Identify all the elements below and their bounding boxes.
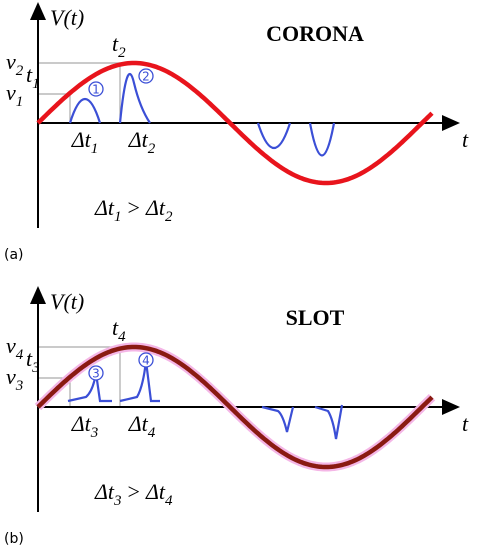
delta-label-base: Δt <box>71 411 92 436</box>
x-axis-label: t <box>462 127 469 152</box>
delta-label-base: Δt <box>128 127 149 152</box>
x-axis-label: t <box>462 411 469 436</box>
time-label-sub: 3 <box>31 360 40 376</box>
discharge-pulse <box>261 405 295 433</box>
delta-label-sub: 3 <box>90 425 99 441</box>
level-label-sub: 1 <box>16 94 24 110</box>
level-label-base: v <box>6 364 16 389</box>
pulse-id-circle <box>138 352 154 368</box>
delta-label: Δt3 <box>71 411 99 441</box>
pulse-id: 2 <box>142 70 150 84</box>
delta-label: Δt2 <box>128 127 156 157</box>
discharge-pulse <box>314 404 344 440</box>
discharge-pulse <box>118 72 151 124</box>
time-label: t4 <box>112 315 126 345</box>
level-label-base: v <box>6 49 16 74</box>
level-label-sub: 4 <box>16 347 24 363</box>
delta-label: Δt4 <box>128 411 156 441</box>
relation: Δt1 > Δt2 <box>94 195 173 225</box>
y-axis-label: V(t) <box>50 289 84 314</box>
level-label-sub: 2 <box>16 63 24 79</box>
time-label: t3 <box>26 346 40 376</box>
discharge-pulse <box>256 122 292 149</box>
relation-left-sub: 3 <box>113 493 122 509</box>
pulse-id: 1 <box>92 83 100 97</box>
relation-op: > <box>128 195 140 220</box>
time-label: t2 <box>112 31 126 61</box>
delta-label: Δt1 <box>71 127 99 157</box>
discharge-pulse <box>308 122 336 157</box>
time-label: t1 <box>26 62 40 92</box>
relation-right: Δt <box>145 479 166 504</box>
time-label-sub: 2 <box>118 45 126 61</box>
discharge-pulse <box>119 360 160 403</box>
panel-label: (b) <box>4 531 24 547</box>
pulse-id: 4 <box>142 354 150 368</box>
voltage-curve <box>36 60 434 186</box>
panel-title: SLOT <box>286 305 345 330</box>
time-label-sub: 4 <box>118 329 126 345</box>
delta-label-base: Δt <box>128 411 149 436</box>
y-axis-label: V(t) <box>50 5 84 30</box>
relation-right-sub: 2 <box>165 209 173 225</box>
delta-label-sub: 1 <box>91 141 99 157</box>
level-label: v2 <box>6 49 24 79</box>
relation-left-sub: 1 <box>114 209 122 225</box>
discharge-pulse <box>68 98 102 124</box>
relation-op: > <box>128 479 140 504</box>
voltage-curve <box>36 344 434 470</box>
time-label-base: t <box>112 31 119 56</box>
level-label-base: v <box>6 80 16 105</box>
level-label: v4 <box>6 333 24 363</box>
relation: Δt3 > Δt4 <box>94 479 173 509</box>
relation-right-sub: 4 <box>165 493 173 509</box>
time-label-sub: 1 <box>32 76 40 92</box>
time-label-base: t <box>112 315 119 340</box>
time-label-base: t <box>26 62 33 87</box>
level-label-base: v <box>6 333 16 358</box>
delta-label-sub: 4 <box>148 425 156 441</box>
level-label-sub: 3 <box>15 378 24 394</box>
level-label: v1 <box>6 80 23 110</box>
pulse-id-circle <box>88 365 104 381</box>
delta-label-sub: 2 <box>148 141 156 157</box>
delta-label-base: Δt <box>71 127 92 152</box>
time-label-base: t <box>26 346 33 371</box>
pulse-id-circle <box>138 68 154 84</box>
relation-right: Δt <box>145 195 166 220</box>
panel-title: CORONA <box>266 21 364 46</box>
pulse-id: 3 <box>92 367 100 381</box>
pulse-id-circle <box>88 81 104 97</box>
level-label: v3 <box>6 364 23 394</box>
relation-left: Δt <box>94 195 115 220</box>
panel-label: (a) <box>4 247 24 263</box>
relation-left: Δt <box>94 479 115 504</box>
